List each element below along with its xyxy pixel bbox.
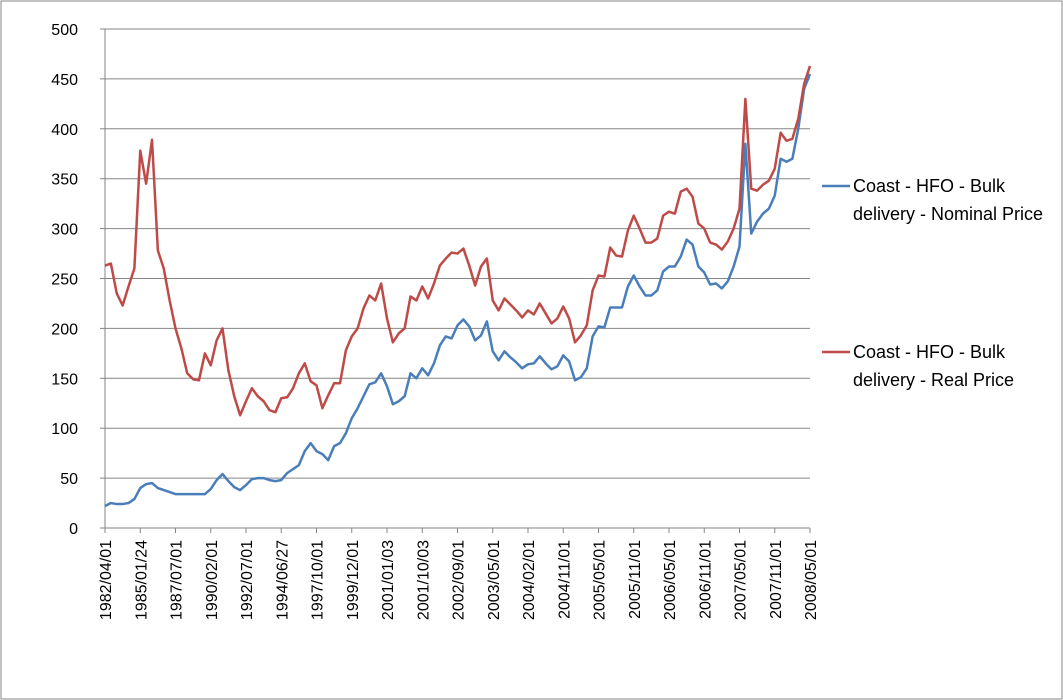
legend-label: Coast - HFO - Bulk delivery - Real Price [853, 342, 1015, 390]
x-tick-label: 2002/09/01 [451, 540, 468, 620]
legend-label: Coast - HFO - Bulk delivery - Nominal Pr… [853, 176, 1044, 224]
x-tick-label: 1992/07/01 [239, 540, 256, 620]
x-tick-label: 2006/11/01 [697, 540, 714, 619]
x-tick-label: 1999/12/01 [345, 540, 362, 620]
x-tick-label: 2004/11/01 [556, 540, 573, 619]
x-tick-label: 2005/11/01 [627, 540, 644, 619]
x-tick-label: 1994/06/27 [274, 540, 291, 620]
x-tick-label: 2003/05/01 [486, 540, 503, 620]
y-tick-label: 500 [51, 22, 78, 39]
x-tick-label: 1985/01/24 [133, 540, 150, 620]
x-tick-label: 1997/10/01 [310, 540, 327, 620]
x-tick-label: 1987/07/01 [169, 540, 186, 620]
x-tick-label: 1990/02/01 [204, 540, 221, 620]
y-tick-label: 400 [51, 122, 78, 139]
line-series [104, 73, 812, 508]
y-tick-label: 100 [51, 421, 78, 438]
x-tick-label: 2001/01/03 [380, 540, 397, 620]
x-tick-label: 2007/05/01 [733, 540, 750, 620]
x-tick-label: 2001/10/03 [415, 540, 432, 620]
y-tick-label: 150 [51, 371, 78, 388]
y-tick-label: 300 [51, 222, 78, 239]
x-tick-label: 2005/05/01 [592, 540, 609, 620]
x-tick-label: 2008/05/01 [803, 540, 820, 620]
y-tick-label: 0 [69, 521, 78, 538]
x-tick-label: 2006/05/01 [662, 540, 679, 620]
y-tick-label: 50 [60, 471, 78, 488]
y-tick-label: 200 [51, 321, 78, 338]
y-tick-label: 350 [51, 172, 78, 189]
y-tick-label: 450 [51, 72, 78, 89]
x-tick-label: 1982/04/01 [98, 540, 115, 620]
x-tick-label: 2007/11/01 [768, 540, 785, 619]
y-tick-label: 250 [51, 272, 78, 289]
x-tick-label: 2004/02/01 [521, 540, 538, 620]
line-series [104, 65, 812, 417]
